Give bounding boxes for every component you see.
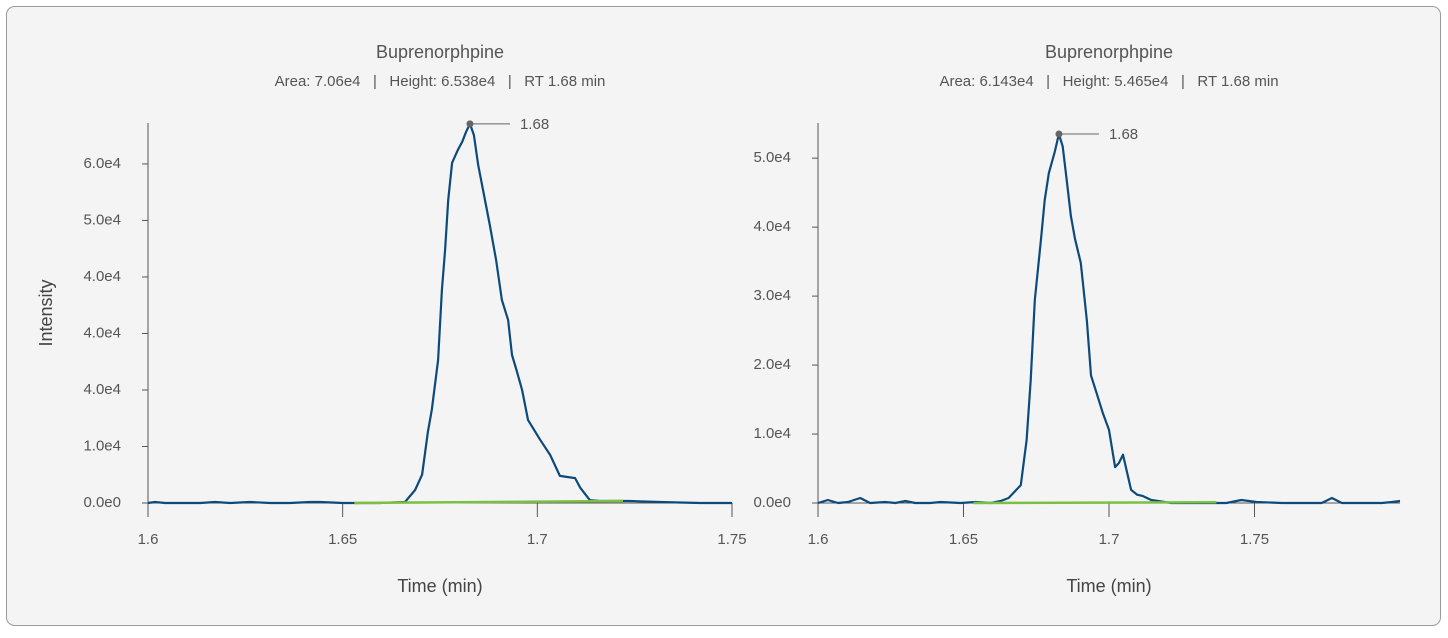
x-axis-label: Time (min) (397, 576, 482, 596)
x-tick-label: 1.75 (717, 531, 746, 548)
x-tick-label: 1.65 (328, 531, 357, 548)
y-tick-label: 6.0e4 (83, 155, 121, 172)
x-tick-label: 1.7 (527, 531, 548, 548)
x-axis-label: Time (min) (1066, 576, 1151, 596)
y-tick-label: 1.0e4 (753, 425, 791, 442)
x-tick-label: 1.7 (1099, 531, 1120, 548)
peak-marker (1055, 130, 1063, 138)
chart-title: Buprenorphpine (376, 42, 504, 62)
y-tick-label: 0.0e0 (83, 494, 121, 511)
chart-subtitle: Area: 7.06e4 | Height: 6.538e4 | RT 1.68… (275, 73, 606, 90)
y-tick-label: 5.0e4 (753, 149, 791, 166)
x-tick-label: 1.6 (808, 531, 829, 548)
series-line (973, 501, 1217, 505)
y-tick-label: 5.0e4 (83, 211, 121, 228)
x-tick-label: 1.6 (138, 531, 159, 548)
y-tick-label: 0.0e0 (753, 494, 791, 511)
y-tick-label: 2.0e4 (753, 356, 791, 373)
peak-label: 1.68 (1109, 126, 1138, 143)
peak-marker (466, 120, 474, 128)
peak-label: 1.68 (520, 116, 549, 133)
panel (6, 6, 1441, 626)
x-tick-label: 1.75 (1240, 531, 1269, 548)
chart-subtitle: Area: 6.143e4 | Height: 5.465e4 | RT 1.6… (939, 73, 1278, 90)
y-tick-label: 4.0e4 (83, 324, 121, 341)
y-tick-label: 3.0e4 (753, 287, 791, 304)
y-tick-label: 4.0e4 (753, 218, 791, 235)
y-axis-label: Intensity (36, 279, 56, 346)
x-tick-label: 1.65 (949, 531, 978, 548)
y-tick-label: 4.0e4 (83, 268, 121, 285)
y-tick-label: 1.0e4 (83, 437, 121, 454)
series-line (817, 132, 1401, 505)
chart-title: Buprenorphpine (1045, 42, 1173, 62)
series-line (354, 499, 624, 505)
y-tick-label: 4.0e4 (83, 381, 121, 398)
series-line (147, 122, 732, 505)
